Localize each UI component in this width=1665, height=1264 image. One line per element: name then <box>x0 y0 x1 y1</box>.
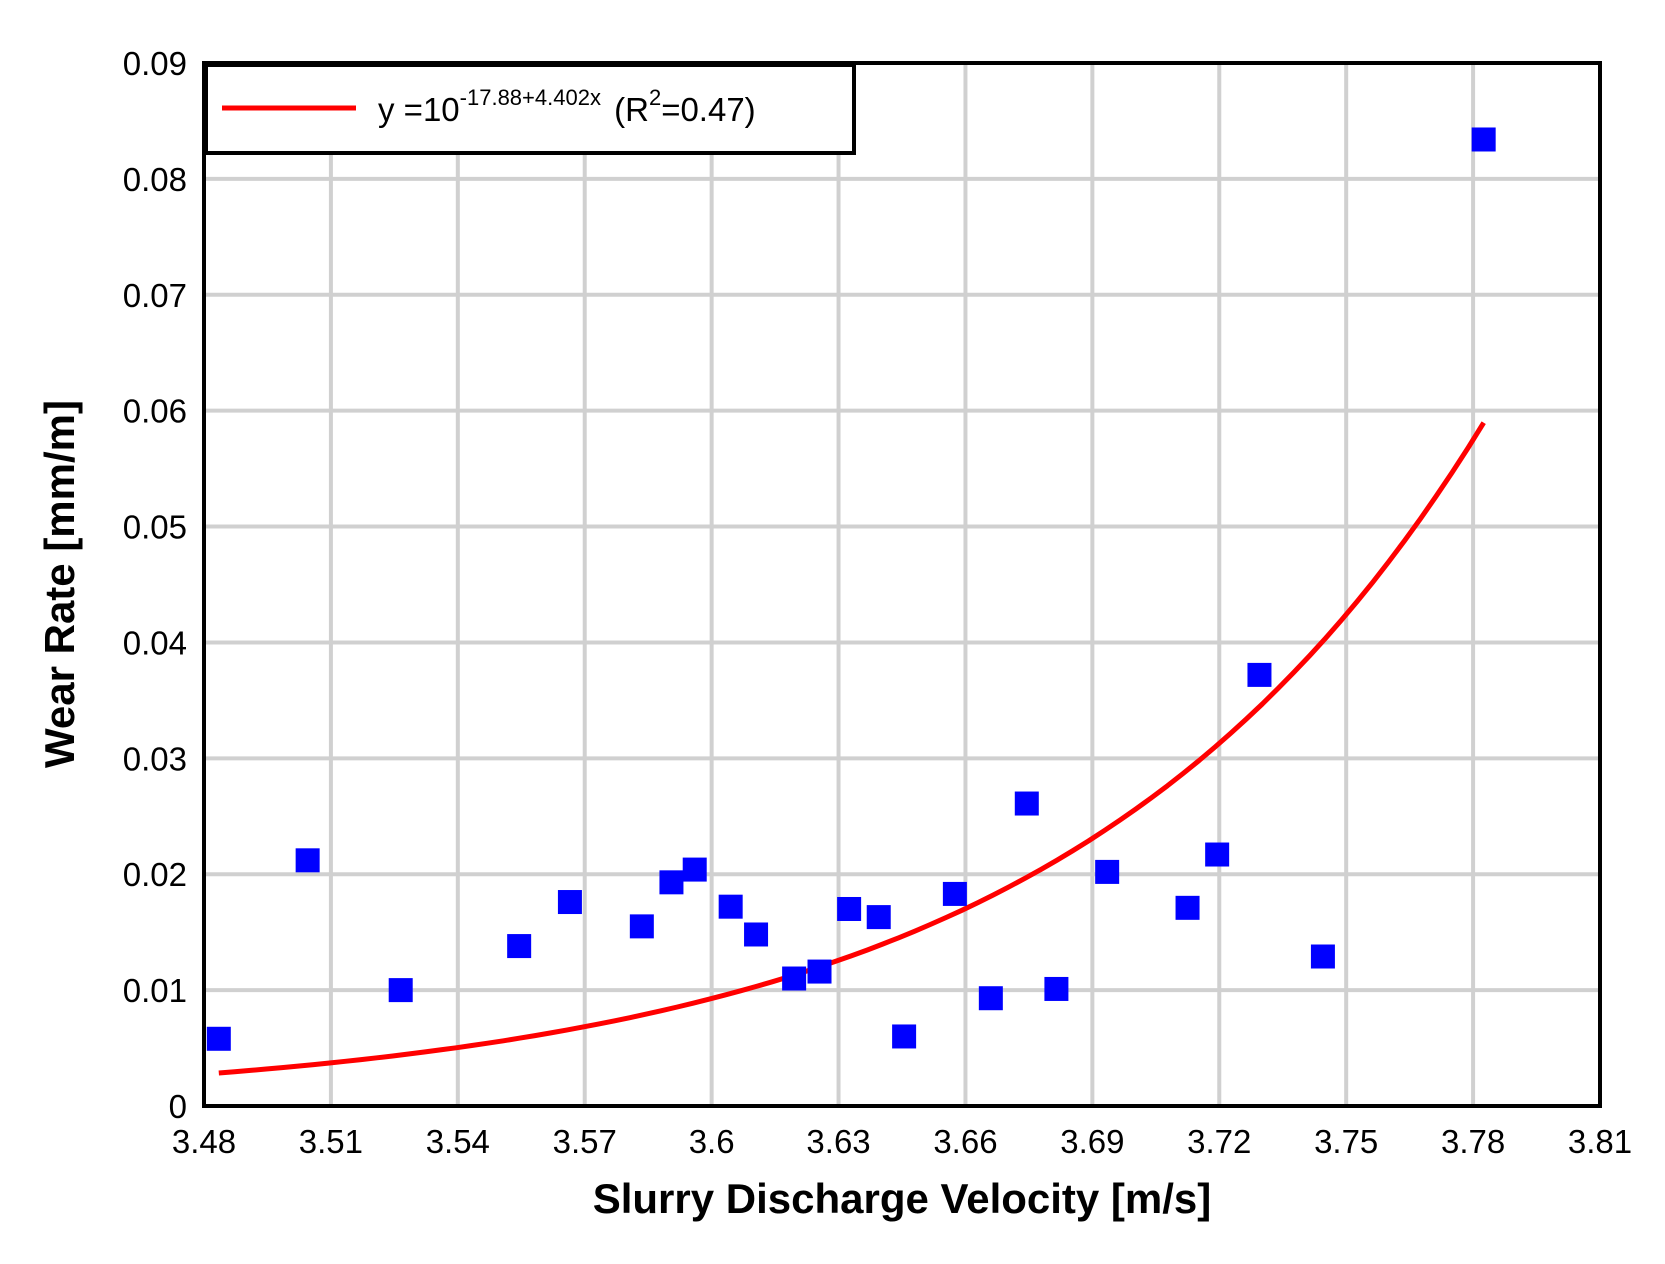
x-tick-label: 3.75 <box>1314 1123 1378 1160</box>
data-point <box>1310 944 1335 969</box>
y-axis-title: Wear Rate [mm/m] <box>36 400 83 768</box>
data-point <box>978 986 1003 1011</box>
y-tick-label: 0.04 <box>123 624 187 661</box>
x-tick-label: 3.54 <box>426 1123 490 1160</box>
x-tick-label: 3.51 <box>299 1123 363 1160</box>
data-point <box>837 896 862 921</box>
data-point <box>942 881 967 906</box>
data-point <box>507 934 532 959</box>
y-tick-label: 0.07 <box>123 277 187 314</box>
y-tick-label: 0.09 <box>123 45 187 82</box>
data-point <box>718 894 743 919</box>
x-tick-label: 3.63 <box>806 1123 870 1160</box>
data-point <box>557 890 582 915</box>
data-point <box>206 1026 231 1051</box>
y-tick-label: 0.06 <box>123 393 187 430</box>
x-tick-label: 3.72 <box>1187 1123 1251 1160</box>
x-axis-title: Slurry Discharge Velocity [m/s] <box>593 1175 1212 1222</box>
x-tick-label: 3.78 <box>1441 1123 1505 1160</box>
fit-curve <box>218 421 1486 1076</box>
y-tick-label: 0.02 <box>123 856 187 893</box>
data-point <box>682 857 707 882</box>
data-point <box>1247 662 1272 687</box>
data-point <box>1044 976 1069 1001</box>
data-point <box>1471 127 1496 152</box>
y-tick-label: 0.08 <box>123 161 187 198</box>
data-point <box>1014 791 1039 816</box>
data-point <box>807 959 832 984</box>
plot-frame <box>202 61 1602 1108</box>
x-tick-label: 3.6 <box>689 1123 735 1160</box>
data-point <box>295 848 320 873</box>
y-tick-label: 0 <box>169 1088 187 1125</box>
legend-exponent: -17.88+4.402x <box>460 85 601 110</box>
x-tick-label: 3.69 <box>1060 1123 1124 1160</box>
data-point <box>782 966 807 991</box>
data-point <box>866 905 891 930</box>
data-point <box>1205 842 1230 867</box>
x-tick-label: 3.66 <box>933 1123 997 1160</box>
data-points <box>206 127 1496 1051</box>
fit-curve-layer <box>218 421 1486 1076</box>
x-tick-label: 3.81 <box>1568 1123 1632 1160</box>
x-tick-label: 3.48 <box>172 1123 236 1160</box>
legend-equation-prefix: y =10 <box>378 91 460 128</box>
legend-r-close: =0.47) <box>661 91 756 128</box>
legend-r-sup: 2 <box>649 85 661 110</box>
data-point <box>744 922 769 947</box>
y-tick-label: 0.03 <box>123 740 187 777</box>
y-tick-labels: 0 0.01 0.02 0.03 0.04 0.05 0.06 0.07 0.08 0.09 <box>123 45 187 1125</box>
x-tick-label: 3.57 <box>553 1123 617 1160</box>
data-point <box>388 978 413 1003</box>
legend: y =10-17.88+4.402x (R2=0.47) <box>204 63 856 155</box>
data-point <box>892 1024 917 1049</box>
y-tick-label: 0.05 <box>123 509 187 546</box>
x-tick-labels: 3.48 3.51 3.54 3.57 3.6 3.63 3.66 3.69 3.72 3.75 3… <box>172 1123 1632 1160</box>
gridlines <box>202 61 1602 1108</box>
data-point <box>1175 895 1200 920</box>
data-point <box>1095 859 1120 884</box>
data-point <box>629 914 654 939</box>
legend-r-open: (R <box>605 91 649 128</box>
y-tick-label: 0.01 <box>123 972 187 1009</box>
legend-label: y =10-17.88+4.402x (R2=0.47) <box>378 85 756 128</box>
data-point <box>659 870 684 895</box>
